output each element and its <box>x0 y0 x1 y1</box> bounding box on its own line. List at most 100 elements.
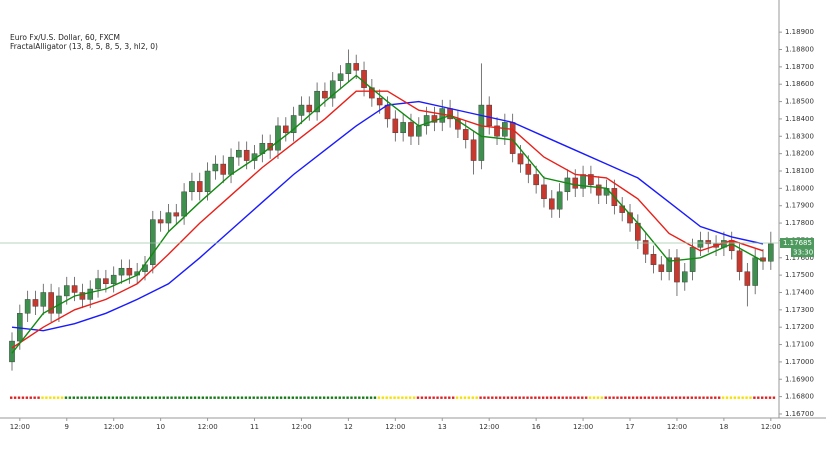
signal-dot <box>33 396 36 399</box>
signal-dot <box>498 396 502 399</box>
candle-body <box>118 267 125 276</box>
candle-body <box>384 104 391 120</box>
signal-dot <box>197 396 201 399</box>
signal-dot <box>123 396 126 399</box>
countdown-box <box>791 248 814 258</box>
candle-body <box>71 285 78 293</box>
signal-dot <box>72 396 75 399</box>
candle-body <box>736 250 743 272</box>
candle-body <box>588 174 594 186</box>
signal-dot <box>107 396 111 399</box>
signal-dot <box>13 396 17 399</box>
signal-dot <box>389 396 392 399</box>
signal-dot <box>354 396 357 399</box>
signal-dot <box>761 396 764 399</box>
candle-body <box>165 212 172 224</box>
signal-dot <box>600 396 604 399</box>
candle-body <box>650 254 657 265</box>
signal-dot <box>76 396 79 399</box>
y-tick-label: 1.17400 <box>785 288 814 296</box>
signal-dot <box>432 396 435 399</box>
signal-dot <box>96 396 99 399</box>
candle-body <box>189 181 195 193</box>
candle-body <box>103 278 109 285</box>
x-tick-label: 12:00 <box>291 423 311 431</box>
candle-body <box>204 170 211 193</box>
signal-dot <box>330 396 334 399</box>
signal-dot <box>764 396 768 399</box>
signal-dot <box>514 396 517 399</box>
signal-dot <box>174 396 177 399</box>
signal-dot <box>25 396 29 399</box>
candle-body <box>517 153 524 165</box>
signal-dot <box>56 396 60 399</box>
signal-dot <box>182 396 185 399</box>
signal-dot <box>483 396 486 399</box>
signal-dot <box>154 396 158 399</box>
signal-dot <box>628 396 631 399</box>
signal-dot <box>150 396 154 399</box>
candle-body <box>681 271 688 283</box>
candle-body <box>283 125 289 134</box>
candle-body <box>580 174 586 189</box>
signal-dot <box>522 396 525 399</box>
signal-dot <box>272 396 275 399</box>
signal-dot <box>545 396 549 399</box>
candle-body <box>337 73 344 81</box>
alligator-line <box>11 74 764 354</box>
signal-dot <box>561 396 564 399</box>
signal-dot <box>283 396 287 399</box>
signal-dot <box>244 396 248 399</box>
candle-body <box>150 219 156 265</box>
signal-dot <box>577 396 580 399</box>
candle-body <box>9 340 15 363</box>
signal-dot <box>436 396 439 399</box>
candle-body <box>556 191 563 210</box>
signal-dot <box>412 396 416 399</box>
signal-dot <box>581 396 584 399</box>
signal-dot <box>393 396 396 399</box>
signal-dot <box>612 396 615 399</box>
y-tick-label: 1.17100 <box>785 341 814 349</box>
candle-body <box>572 177 579 189</box>
candle-body <box>329 80 336 99</box>
y-tick-label: 1.18400 <box>785 115 814 123</box>
candle-body <box>236 149 242 158</box>
candle-body <box>564 177 571 193</box>
signal-dot <box>68 396 72 399</box>
signal-dot <box>674 396 678 399</box>
signal-dot <box>569 396 572 399</box>
x-tick-label: 12:00 <box>761 423 781 431</box>
candle-body <box>392 118 399 134</box>
y-tick-label: 1.18700 <box>785 63 814 71</box>
indicator-label: FractalAlligator (13, 8, 5, 8, 5, 3, hl2… <box>10 42 158 51</box>
signal-dot <box>365 396 369 399</box>
signal-dot <box>260 396 263 399</box>
signal-dot <box>717 396 721 399</box>
signal-dot <box>291 396 295 399</box>
signal-dot <box>448 396 451 399</box>
signal-dot <box>170 396 173 399</box>
x-tick-label: 12 <box>344 423 353 431</box>
signal-dot <box>682 396 686 399</box>
signal-dot <box>358 396 361 399</box>
signal-dot <box>158 396 162 399</box>
candle-body <box>462 129 469 140</box>
candle-body <box>666 257 672 272</box>
candle-body <box>79 292 86 300</box>
signal-dot <box>408 396 412 399</box>
signal-dot <box>463 396 467 399</box>
y-tick-label: 1.16800 <box>785 393 814 401</box>
signal-dot <box>455 396 459 399</box>
y-tick-label: 1.18900 <box>785 28 814 36</box>
y-tick-label: 1.17800 <box>785 219 814 227</box>
y-tick-label: 1.18100 <box>785 167 814 175</box>
signal-dot <box>205 396 208 399</box>
signal-dot <box>757 396 760 399</box>
signal-dot <box>373 396 377 399</box>
signal-dot <box>557 396 561 399</box>
signal-dot <box>616 396 619 399</box>
candle-body <box>196 181 203 193</box>
signal-dot <box>741 396 744 399</box>
